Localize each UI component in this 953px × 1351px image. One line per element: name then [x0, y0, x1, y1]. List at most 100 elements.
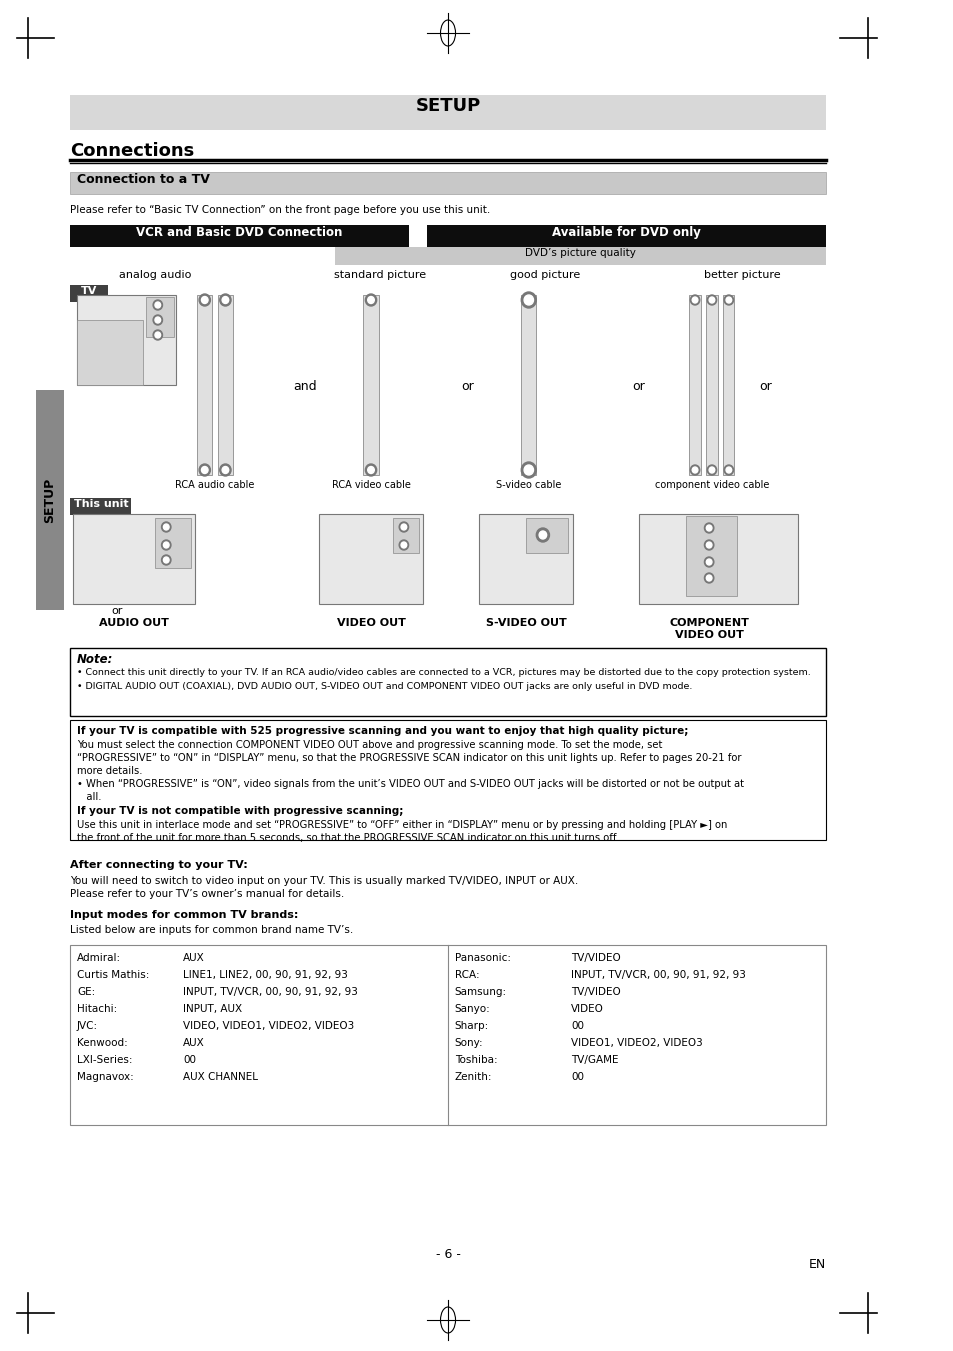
Bar	[71, 944, 824, 1125]
Bar	[197, 295, 213, 476]
Text: TV/VIDEO: TV/VIDEO	[571, 952, 620, 963]
Bar	[71, 285, 108, 303]
Text: VIDEO, VIDEO1, VIDEO2, VIDEO3: VIDEO, VIDEO1, VIDEO2, VIDEO3	[183, 1021, 354, 1031]
Bar	[705, 295, 717, 476]
Circle shape	[703, 573, 713, 584]
Circle shape	[520, 462, 536, 478]
Bar	[393, 517, 418, 553]
Text: TV/VIDEO: TV/VIDEO	[571, 988, 620, 997]
Circle shape	[154, 317, 160, 323]
Bar	[73, 513, 195, 604]
Text: more details.: more details.	[77, 766, 142, 775]
Circle shape	[692, 467, 698, 473]
Circle shape	[163, 524, 169, 530]
Bar	[71, 648, 824, 716]
Circle shape	[398, 521, 408, 532]
Text: If your TV is compatible with 525 progressive scanning and you want to enjoy tha: If your TV is compatible with 525 progre…	[77, 725, 688, 736]
Bar	[217, 295, 233, 476]
Text: S-VIDEO OUT: S-VIDEO OUT	[485, 617, 566, 628]
Text: DVD’s picture quality: DVD’s picture quality	[524, 249, 636, 258]
Text: Connection to a TV: Connection to a TV	[77, 173, 210, 186]
Text: • DIGITAL AUDIO OUT (COAXIAL), DVD AUDIO OUT, S-VIDEO OUT and COMPONENT VIDEO OU: • DIGITAL AUDIO OUT (COAXIAL), DVD AUDIO…	[77, 682, 692, 690]
Circle shape	[703, 557, 713, 567]
Circle shape	[400, 542, 406, 549]
Circle shape	[365, 295, 376, 305]
Text: and: and	[294, 380, 316, 393]
Circle shape	[154, 303, 160, 308]
Circle shape	[523, 465, 533, 476]
Bar	[363, 295, 378, 476]
Text: Kenwood:: Kenwood:	[77, 1038, 128, 1048]
Text: - 6 -: - 6 -	[436, 1248, 460, 1260]
Text: Sony:: Sony:	[455, 1038, 483, 1048]
Bar	[685, 516, 737, 596]
Circle shape	[706, 295, 716, 305]
Bar	[319, 513, 422, 604]
Text: INPUT, TV/VCR, 00, 90, 91, 92, 93: INPUT, TV/VCR, 00, 90, 91, 92, 93	[183, 988, 357, 997]
Text: the front of the unit for more than 5 seconds, so that the PROGRESSIVE SCAN indi: the front of the unit for more than 5 se…	[77, 834, 618, 843]
Circle shape	[163, 557, 169, 563]
Circle shape	[152, 300, 162, 309]
Bar	[427, 226, 824, 247]
Text: VIDEO: VIDEO	[571, 1004, 603, 1015]
Text: 00: 00	[183, 1055, 196, 1065]
Text: • When “PROGRESSIVE” is “ON”, video signals from the unit’s VIDEO OUT and S-VIDE: • When “PROGRESSIVE” is “ON”, video sign…	[77, 780, 743, 789]
Circle shape	[367, 466, 374, 473]
Circle shape	[708, 297, 714, 303]
Circle shape	[199, 463, 211, 476]
Text: better picture: better picture	[703, 270, 780, 280]
Circle shape	[367, 296, 374, 304]
Bar	[35, 390, 64, 611]
Text: “PROGRESSIVE” to “ON” in “DISPLAY” menu, so that the PROGRESSIVE SCAN indicator : “PROGRESSIVE” to “ON” in “DISPLAY” menu,…	[77, 753, 740, 763]
Bar	[689, 295, 700, 476]
Circle shape	[708, 467, 714, 473]
Circle shape	[201, 296, 208, 304]
Circle shape	[398, 540, 408, 550]
Circle shape	[690, 465, 699, 476]
Circle shape	[703, 523, 713, 534]
Text: component video cable: component video cable	[654, 480, 768, 490]
Text: This unit: This unit	[74, 499, 129, 509]
Text: or: or	[112, 607, 123, 616]
Text: Hitachi:: Hitachi:	[77, 1004, 117, 1015]
Text: After connecting to your TV:: After connecting to your TV:	[71, 861, 248, 870]
Text: Input modes for common TV brands:: Input modes for common TV brands:	[71, 911, 298, 920]
Text: Listed below are inputs for common brand name TV’s.: Listed below are inputs for common brand…	[71, 925, 354, 935]
Text: 00: 00	[571, 1021, 583, 1031]
Circle shape	[161, 555, 171, 565]
Bar	[71, 720, 824, 840]
Text: Please refer to “Basic TV Connection” on the front page before you use this unit: Please refer to “Basic TV Connection” on…	[71, 205, 490, 215]
Bar	[154, 517, 191, 567]
Circle shape	[161, 521, 171, 532]
Text: all.: all.	[77, 792, 101, 802]
Text: RCA audio cable: RCA audio cable	[175, 480, 254, 490]
Text: standard picture: standard picture	[334, 270, 426, 280]
Bar	[520, 295, 536, 476]
Circle shape	[163, 542, 169, 549]
Text: S-video cable: S-video cable	[496, 480, 561, 490]
Text: good picture: good picture	[509, 270, 579, 280]
Text: VIDEO OUT: VIDEO OUT	[336, 617, 405, 628]
Text: Connections: Connections	[71, 142, 194, 159]
Circle shape	[523, 295, 533, 305]
Text: Sanyo:: Sanyo:	[455, 1004, 490, 1015]
Circle shape	[723, 295, 733, 305]
Text: Panasonic:: Panasonic:	[455, 952, 510, 963]
Text: SETUP: SETUP	[415, 97, 480, 115]
Circle shape	[154, 332, 160, 338]
Bar	[71, 226, 408, 247]
Text: Magnavox:: Magnavox:	[77, 1071, 133, 1082]
Text: Please refer to your TV’s owner’s manual for details.: Please refer to your TV’s owner’s manual…	[71, 889, 344, 898]
Text: You must select the connection COMPONENT VIDEO OUT above and progressive scannin: You must select the connection COMPONENT…	[77, 740, 661, 750]
Text: AUX: AUX	[183, 1038, 205, 1048]
Bar	[335, 247, 824, 265]
Text: TV/GAME: TV/GAME	[571, 1055, 618, 1065]
Text: • Connect this unit directly to your TV. If an RCA audio/video cables are connec: • Connect this unit directly to your TV.…	[77, 667, 810, 677]
Circle shape	[222, 296, 229, 304]
Text: Curtis Mathis:: Curtis Mathis:	[77, 970, 150, 979]
Circle shape	[725, 467, 731, 473]
Circle shape	[365, 463, 376, 476]
Circle shape	[400, 524, 406, 530]
Text: RCA video cable: RCA video cable	[332, 480, 410, 490]
Circle shape	[725, 297, 731, 303]
